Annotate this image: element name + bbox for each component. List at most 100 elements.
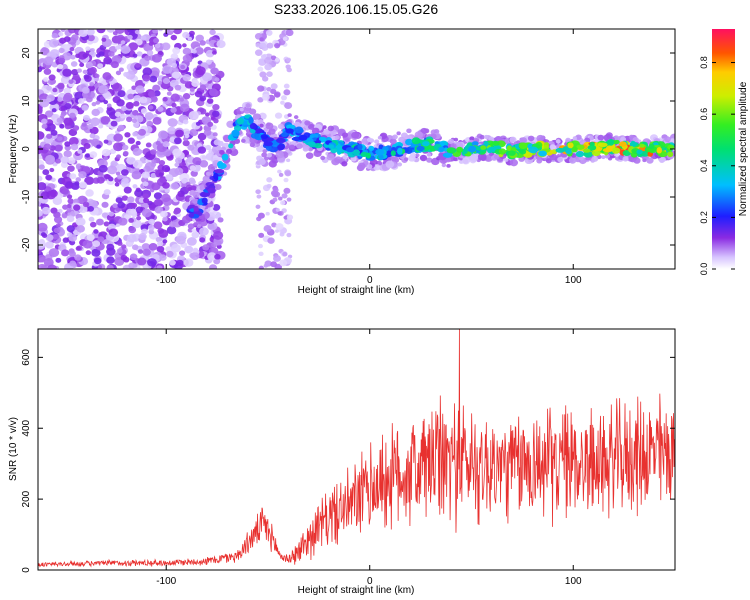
heatmap-cell bbox=[171, 102, 177, 108]
heatmap-cell bbox=[158, 172, 164, 177]
heatmap-cell bbox=[162, 141, 170, 148]
heatmap-cell bbox=[59, 124, 65, 129]
heatmap-cell bbox=[191, 231, 200, 239]
heatmap-cell bbox=[82, 239, 93, 249]
heatmap-cell bbox=[100, 116, 111, 125]
heatmap-cell bbox=[134, 189, 143, 198]
heatmap-ridge-cell bbox=[507, 150, 516, 156]
heatmap-cell bbox=[182, 31, 190, 39]
heatmap-ridge bbox=[186, 114, 675, 219]
heatmap-cell bbox=[41, 233, 48, 238]
heatmap-cell bbox=[62, 52, 72, 61]
heatmap-cell bbox=[55, 223, 61, 228]
heatmap-cell bbox=[265, 211, 270, 216]
heatmap-cell bbox=[191, 52, 198, 58]
heatmap-cell bbox=[117, 241, 123, 246]
heatmap-ridge-cell bbox=[250, 133, 260, 139]
heatmap-cell bbox=[398, 136, 405, 143]
heatmap-cell bbox=[44, 110, 54, 118]
heatmap-ridge-cell bbox=[607, 139, 615, 146]
heatmap-ridge-cell bbox=[368, 145, 375, 151]
heatmap-cell bbox=[148, 41, 154, 46]
heatmap-cell bbox=[274, 229, 280, 233]
heatmap-cell bbox=[192, 49, 197, 54]
heatmap-cell bbox=[43, 143, 52, 151]
heatmap-cell bbox=[127, 196, 135, 203]
snr-chart: -100 0 100 0 200 400 600 Height of straight l… bbox=[8, 328, 676, 596]
heatmap-cell bbox=[212, 50, 217, 55]
heatmap-ridge-cell bbox=[236, 117, 244, 125]
heatmap-cell bbox=[145, 142, 152, 148]
heatmap-cell bbox=[146, 50, 154, 56]
heatmap-cell bbox=[202, 244, 210, 251]
heatmap-cell bbox=[81, 86, 90, 94]
heatmap-cell bbox=[187, 36, 193, 41]
heatmap-cell bbox=[86, 29, 95, 36]
heatmap-cell bbox=[196, 224, 202, 229]
heatmap-cell bbox=[377, 135, 383, 140]
heatmap-cell bbox=[128, 226, 137, 234]
heatmap-cell bbox=[190, 179, 196, 185]
heatmap-ridge-cell bbox=[565, 149, 572, 155]
heatmap-cell bbox=[108, 228, 119, 237]
heatmap-cell bbox=[142, 181, 149, 187]
heatmap-ridge-cell bbox=[667, 144, 675, 150]
spectrogram-y-ticks: -20 -10 0 10 20 bbox=[21, 47, 675, 252]
heatmap-cell bbox=[132, 53, 138, 58]
heatmap-ridge-cell bbox=[442, 152, 453, 158]
heatmap-cell bbox=[90, 138, 100, 147]
heatmap-cell bbox=[601, 155, 606, 160]
heatmap-ridge-cell bbox=[193, 205, 199, 213]
heatmap-cell bbox=[115, 117, 121, 123]
heatmap-cell bbox=[66, 215, 75, 223]
heatmap-ridge-cell bbox=[597, 142, 608, 148]
heatmap-cell bbox=[93, 257, 102, 265]
heatmap-cell bbox=[71, 34, 79, 41]
heatmap-cell bbox=[89, 133, 96, 139]
heatmap-cell bbox=[66, 208, 72, 213]
heatmap-cell bbox=[103, 221, 110, 227]
heatmap-cell bbox=[38, 175, 43, 182]
heatmap-ridge-cell bbox=[518, 142, 528, 150]
heatmap-cell bbox=[180, 64, 186, 70]
heatmap-cell bbox=[89, 151, 98, 158]
heatmap-cell bbox=[426, 157, 433, 163]
heatmap-cell bbox=[138, 128, 147, 136]
heatmap-cell bbox=[266, 87, 272, 92]
heatmap-cell bbox=[239, 107, 244, 112]
heatmap-cell bbox=[209, 29, 216, 36]
heatmap-ridge-cell bbox=[352, 149, 360, 156]
heatmap-cell bbox=[137, 249, 144, 254]
heatmap-cell bbox=[140, 35, 147, 41]
heatmap-cell bbox=[169, 221, 176, 228]
heatmap-cell bbox=[101, 148, 111, 157]
heatmap-cell bbox=[131, 110, 139, 116]
heatmap-cell bbox=[122, 144, 129, 151]
heatmap-cell bbox=[83, 114, 90, 121]
heatmap-cell bbox=[62, 68, 72, 77]
heatmap-cell bbox=[95, 53, 101, 58]
heatmap-ridge-cell bbox=[446, 147, 457, 154]
heatmap-ridge-cell bbox=[228, 143, 234, 149]
heatmap-cell bbox=[597, 134, 605, 141]
heatmap-cell bbox=[48, 38, 59, 48]
heatmap-cell bbox=[46, 85, 53, 91]
heatmap-cell bbox=[101, 37, 107, 42]
heatmap-cell bbox=[110, 160, 118, 167]
heatmap-cell bbox=[110, 61, 119, 69]
heatmap-cell bbox=[493, 154, 500, 160]
heatmap-cell bbox=[170, 93, 181, 102]
heatmap-cell bbox=[193, 222, 198, 226]
heatmap-cell bbox=[43, 68, 52, 75]
heatmap-cell bbox=[205, 112, 210, 117]
heatmap-cell bbox=[217, 217, 224, 223]
heatmap-cell bbox=[419, 154, 428, 162]
heatmap-cell bbox=[116, 99, 125, 107]
heatmap-cell bbox=[642, 158, 647, 163]
heatmap-cell bbox=[98, 164, 108, 173]
heatmap-cell bbox=[519, 137, 528, 144]
heatmap-cell bbox=[144, 55, 151, 61]
heatmap-cell bbox=[101, 201, 109, 208]
heatmap-cell bbox=[106, 243, 115, 251]
heatmap-cell bbox=[182, 128, 191, 136]
